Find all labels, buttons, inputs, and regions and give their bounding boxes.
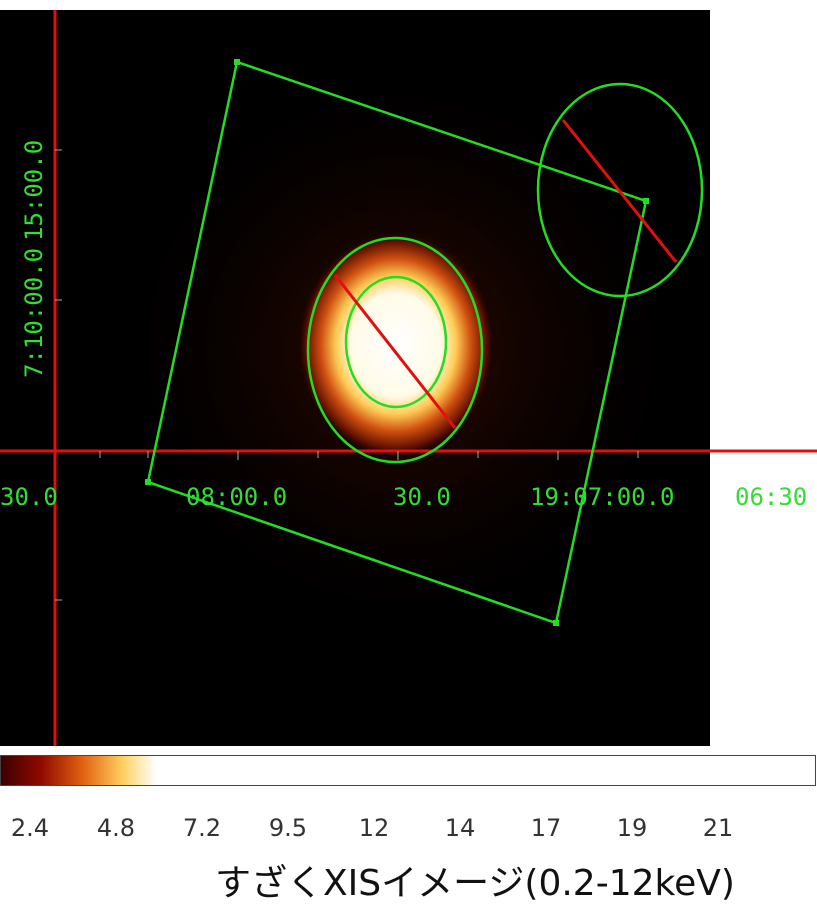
colorbar-tick-label: 17 [531,814,562,842]
colorbar-tick-label: 2.4 [11,814,49,842]
source-emission [296,230,496,460]
colorbar-tick-label: 7.2 [183,814,221,842]
x-label: 08:00.0 [186,483,287,511]
colorbar-tick-label: 21 [703,814,734,842]
screenshot: 7:10:00.0 15:00.0 30.0 08:00.0 30.0 19:0… [0,0,817,905]
x-label: 06:30 [735,483,807,511]
caption: すざくXISイメージ(0.2-12keV) [215,863,735,904]
colorbar-tick-label: 12 [359,814,390,842]
colorbar-tick-label: 19 [617,814,648,842]
y-label: 7:10:00.0 [20,248,48,378]
colorbar-tick-label: 4.8 [97,814,135,842]
colorbar-tick-label: 14 [445,814,476,842]
colorbar [1,756,816,786]
x-label: 19:07:00.0 [530,483,675,511]
x-label: 30.0 [0,483,58,511]
x-label: 30.0 [393,483,451,511]
colorbar-ticks: 2.4 4.8 7.2 9.5 12 14 17 19 21 [11,814,733,842]
colorbar-tick-label: 9.5 [269,814,307,842]
y-label: 15:00.0 [20,140,48,241]
